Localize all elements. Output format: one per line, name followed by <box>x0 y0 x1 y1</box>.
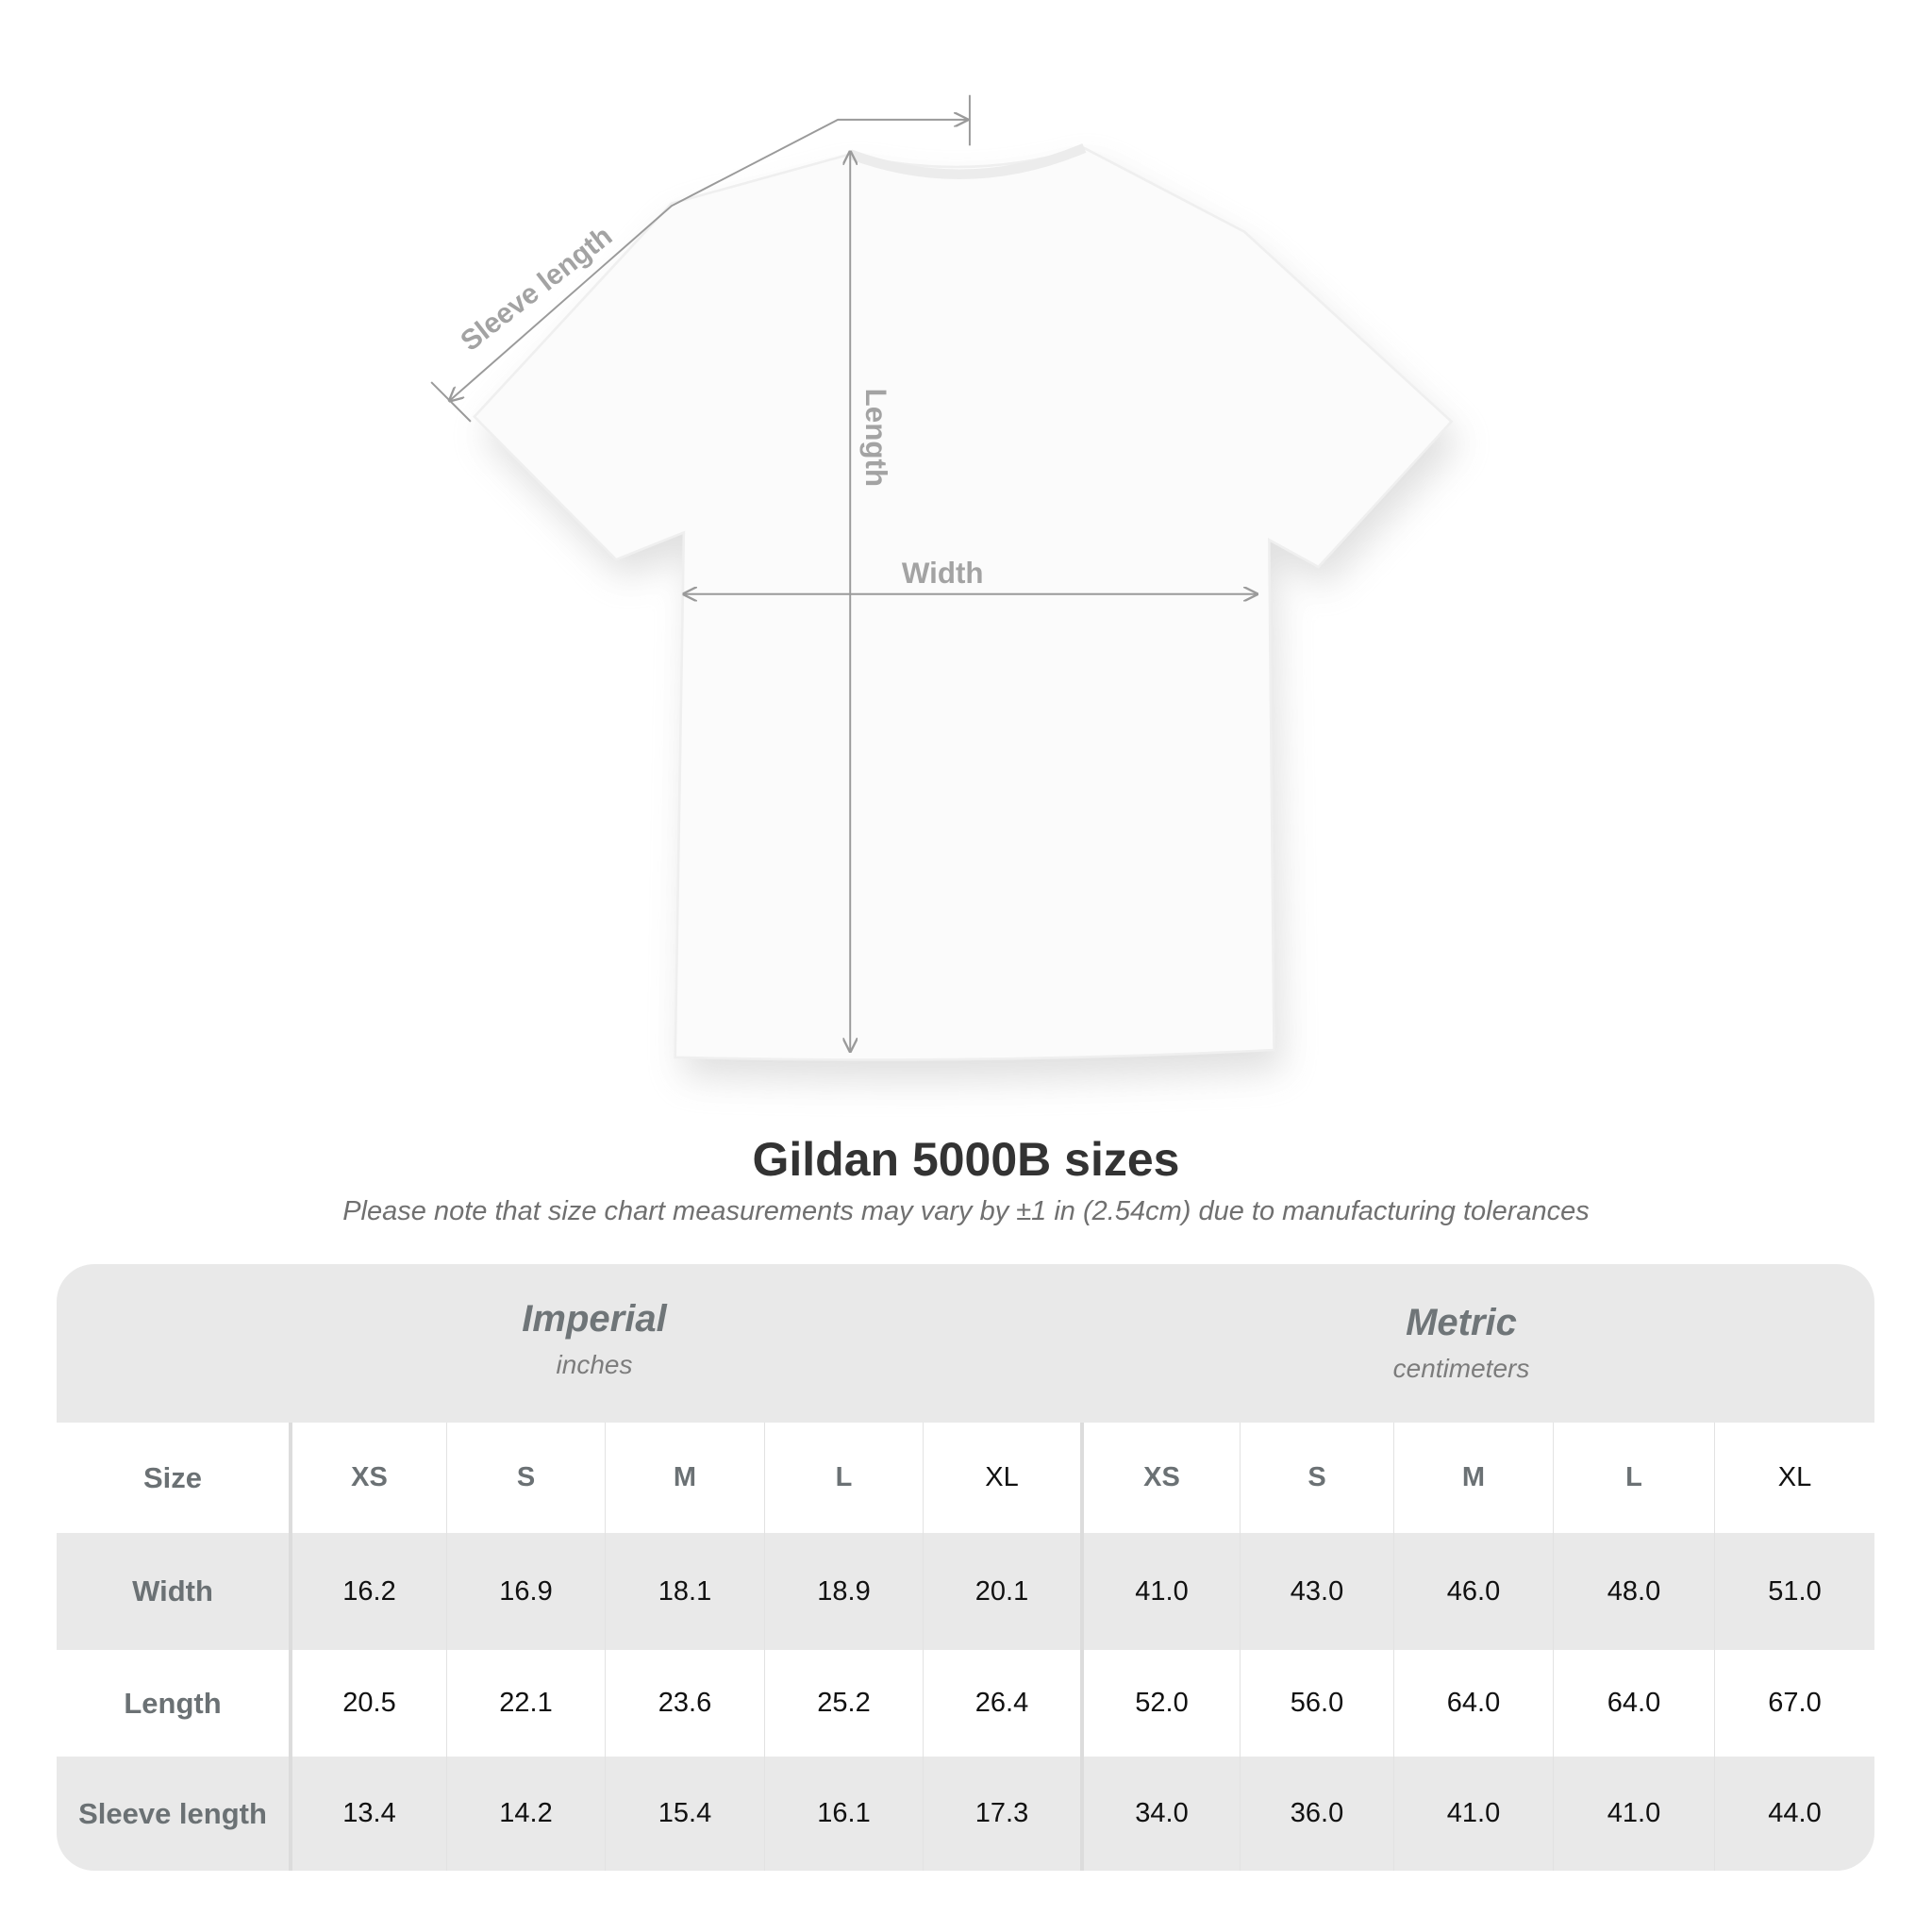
metric-value: 67.0 <box>1714 1650 1874 1757</box>
metric-header: Metric centimeters <box>1225 1302 1697 1384</box>
metric-value: 43.0 <box>1240 1533 1393 1650</box>
table-row: Width 16.2 41.0 16.9 43.0 18.1 46.0 18.9 48.0 20.… <box>57 1533 1874 1650</box>
imperial-value: 22.1 <box>446 1650 605 1757</box>
size-label: Size <box>142 1460 203 1494</box>
metric-value: 41.0 <box>1080 1533 1240 1650</box>
imperial-size-m: M <box>605 1423 764 1533</box>
imperial-size-s: S <box>446 1423 605 1533</box>
size-table: Imperial inches Metric centimeters Size X… <box>57 1264 1874 1871</box>
imperial-value: 20.5 <box>289 1650 446 1757</box>
metric-value: 64.0 <box>1393 1650 1553 1757</box>
metric-value: 56.0 <box>1240 1650 1393 1757</box>
row-label: Length <box>124 1686 222 1720</box>
row-label: Width <box>132 1574 213 1607</box>
tshirt-shape <box>473 146 1454 1061</box>
imperial-value: 16.9 <box>446 1533 605 1650</box>
metric-size-l: L <box>1553 1423 1714 1533</box>
imperial-header: Imperial inches <box>358 1298 830 1380</box>
page-title: Gildan 5000B sizes <box>752 1133 1180 1186</box>
imperial-size-xs: XS <box>289 1423 446 1533</box>
imperial-value: 25.2 <box>764 1650 923 1757</box>
metric-value: 44.0 <box>1714 1757 1874 1871</box>
metric-title: Metric <box>1406 1302 1517 1343</box>
tshirt-diagram: Sleeve length Length Width <box>430 94 1462 1081</box>
metric-value: 41.0 <box>1393 1757 1553 1871</box>
metric-value: 36.0 <box>1240 1757 1393 1871</box>
metric-value: 46.0 <box>1393 1533 1553 1650</box>
metric-unit: centimeters <box>1392 1354 1530 1383</box>
width-label: Width <box>902 557 984 590</box>
table-row: Length 20.5 52.0 22.1 56.0 23.6 64.0 25.2 64.0 26… <box>57 1650 1874 1757</box>
metric-size-m: M <box>1393 1423 1553 1533</box>
tolerance-note: Please note that size chart measurements… <box>342 1196 1590 1226</box>
metric-value: 34.0 <box>1080 1757 1240 1871</box>
imperial-value: 26.4 <box>923 1650 1080 1757</box>
imperial-value: 23.6 <box>605 1650 764 1757</box>
metric-value: 64.0 <box>1553 1650 1714 1757</box>
metric-value: 48.0 <box>1553 1533 1714 1650</box>
imperial-value: 13.4 <box>289 1757 446 1871</box>
table-header: Imperial inches Metric centimeters <box>57 1264 1874 1423</box>
row-label: Sleeve length <box>78 1796 267 1830</box>
imperial-value: 18.9 <box>764 1533 923 1650</box>
imperial-title: Imperial <box>522 1298 667 1340</box>
metric-value: 41.0 <box>1553 1757 1714 1871</box>
imperial-value: 16.2 <box>289 1533 446 1650</box>
metric-value: 51.0 <box>1714 1533 1874 1650</box>
imperial-value: 18.1 <box>605 1533 764 1650</box>
imperial-size-xl: XL <box>923 1423 1080 1533</box>
metric-size-xl: XL <box>1714 1423 1874 1533</box>
size-header-row: Size XS XS S S M M L L XL XL <box>57 1423 1874 1533</box>
sleeve-arrow <box>450 120 968 401</box>
imperial-unit: inches <box>556 1350 633 1379</box>
metric-size-xs: XS <box>1080 1423 1240 1533</box>
imperial-value: 17.3 <box>923 1757 1080 1871</box>
imperial-size-l: L <box>764 1423 923 1533</box>
imperial-value: 16.1 <box>764 1757 923 1871</box>
imperial-value: 20.1 <box>923 1533 1080 1650</box>
metric-value: 52.0 <box>1080 1650 1240 1757</box>
imperial-value: 15.4 <box>605 1757 764 1871</box>
length-label: Length <box>859 389 892 487</box>
metric-size-s: S <box>1240 1423 1393 1533</box>
imperial-value: 14.2 <box>446 1757 605 1871</box>
table-row: Sleeve length 13.4 34.0 14.2 36.0 15.4 41.0 16.… <box>57 1757 1874 1871</box>
